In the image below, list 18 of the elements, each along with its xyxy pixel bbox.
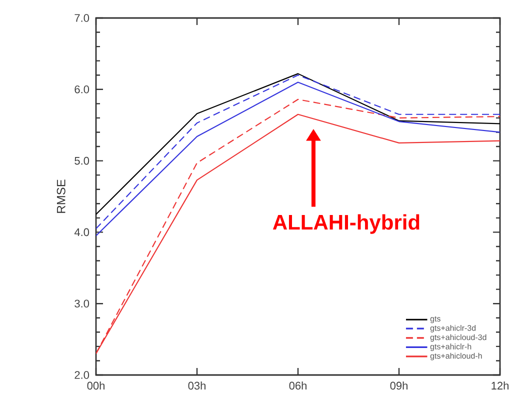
legend-label: gts (430, 316, 440, 324)
y-tick-label: 4.0 (74, 228, 90, 236)
legend-label: gts+ahiclr-3d (430, 324, 476, 332)
legend-label: gts+ahicloud-h (430, 352, 482, 360)
x-tick-label: 03h (188, 382, 206, 390)
annotation: ALLAHI-hybrid (272, 214, 420, 234)
y-tick-label: 3.0 (74, 300, 90, 308)
y-tick-label: 6.0 (74, 85, 90, 94)
legend-label: gts+ahiclr-h (430, 344, 472, 351)
y-tick-label: 2.0 (74, 371, 90, 379)
legend-label: gts+ahicloud-3d (430, 334, 486, 342)
x-tick-label: 06h (289, 382, 306, 390)
x-tick-label: 00h (87, 382, 104, 390)
y-axis-title: RMSE (56, 180, 66, 213)
x-tick-label: 09h (390, 382, 408, 390)
x-tick-label: 12h (492, 382, 508, 390)
y-tick-label: 7.0 (74, 14, 90, 22)
y-tick-label: 5.0 (74, 156, 90, 165)
